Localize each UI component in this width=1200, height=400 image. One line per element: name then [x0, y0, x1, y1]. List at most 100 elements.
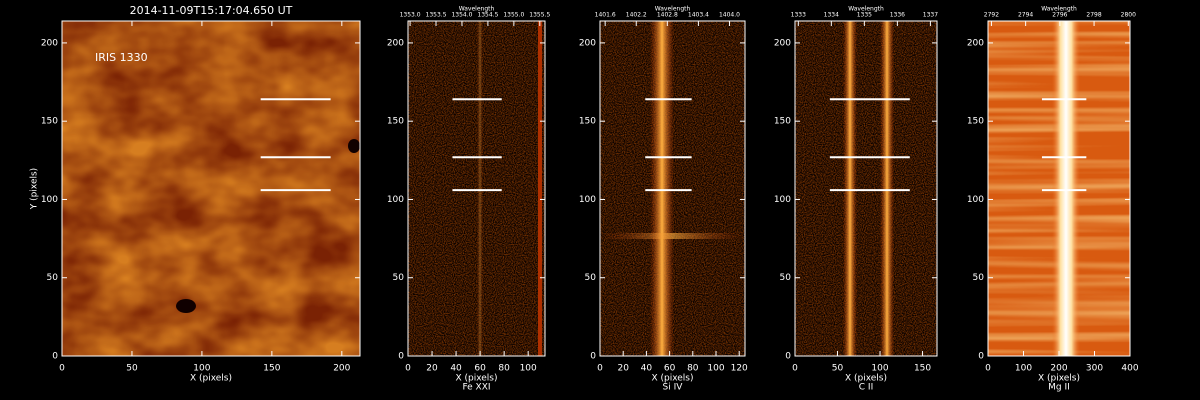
x-tick-label: 60 [474, 364, 486, 374]
x2-tick-label: 1354.5 [477, 12, 498, 19]
y-tick-label: 0 [785, 352, 791, 362]
x2-tick-label: 1337 [923, 12, 938, 19]
x2-tick-label: 1335 [857, 12, 872, 19]
x-axis-label: X (pixels) [190, 374, 232, 384]
x-tick-label: 100 [871, 364, 888, 374]
y-tick-label: 50 [780, 273, 792, 283]
x-tick-label: 200 [333, 364, 350, 374]
x-tick-label: 20 [617, 364, 629, 374]
panel: 0 50 100 150 200 0 20 40 60 80 100 120 1401.6 1402.2 1… [579, 6, 748, 393]
y-tick-label: 0 [590, 352, 596, 362]
line-label: Si IV [663, 383, 684, 393]
x2-tick-label: 2798 [1086, 12, 1101, 19]
x-tick-label: 80 [498, 364, 510, 374]
x-tick-label: 50 [832, 364, 844, 374]
x2-tick-label: 1334 [824, 12, 839, 19]
x-tick-label: 300 [1086, 364, 1103, 374]
plot-frame [794, 20, 938, 357]
x-tick-label: 40 [641, 364, 653, 374]
x-tick-label: 80 [687, 364, 699, 374]
x-tick-label: 0 [985, 364, 991, 374]
x-tick-label: 0 [792, 364, 798, 374]
y-tick-label: 150 [41, 117, 58, 127]
y-tick-label: 150 [579, 117, 596, 127]
x-axis-label: X (pixels) [1038, 374, 1080, 384]
y-tick-label: 0 [52, 352, 58, 362]
y-tick-label: 200 [387, 38, 404, 48]
y-tick-label: 100 [967, 195, 984, 205]
x2-axis-label: Wavelength [848, 6, 884, 13]
x2-tick-label: 1353.0 [400, 12, 421, 19]
x-tick-label: 100 [707, 364, 724, 374]
x-tick-label: 400 [1121, 364, 1138, 374]
panel: 0 50 100 150 200 0 20 40 60 80 100 1353.0 1353.5 1354… [387, 6, 551, 393]
x-tick-label: 0 [59, 364, 65, 374]
x2-axis-label: Wavelength [655, 6, 691, 13]
x2-tick-label: 1355.5 [529, 12, 550, 19]
image-texture [408, 21, 545, 356]
y-tick-label: 50 [585, 273, 597, 283]
x2-axis-label: Wavelength [459, 6, 495, 13]
x-tick-label: 150 [263, 364, 280, 374]
y-tick-label: 200 [774, 38, 791, 48]
y-tick-label: 50 [393, 273, 405, 283]
plot-frame [61, 20, 361, 357]
x2-tick-label: 2800 [1121, 12, 1136, 19]
panel: 0 50 100 150 200 0 50 100 150 1333 1334 1335 1336 133… [774, 6, 938, 393]
plot-frame [599, 20, 746, 357]
x2-tick-label: 1404.0 [719, 12, 740, 19]
x-axis-label: X (pixels) [455, 374, 497, 384]
x2-tick-label: 1402.2 [626, 12, 647, 19]
x2-tick-label: 1354.0 [451, 12, 472, 19]
y-tick-label: 50 [47, 273, 59, 283]
x-tick-label: 150 [914, 364, 931, 374]
y-tick-label: 150 [774, 117, 791, 127]
emission-line [880, 21, 894, 356]
y-tick-label: 0 [398, 352, 404, 362]
x2-tick-label: 1353.5 [426, 12, 447, 19]
annotation: IRIS 1330 [95, 51, 148, 64]
line-label: Fe XXI [462, 383, 490, 393]
panel-title: 2014-11-09T15:17:04.650 UT [130, 4, 293, 17]
y-tick-label: 50 [973, 273, 985, 283]
x-tick-label: 50 [126, 364, 138, 374]
x-tick-label: 100 [193, 364, 210, 374]
x2-tick-label: 1355.0 [503, 12, 524, 19]
y-tick-label: 100 [387, 195, 404, 205]
x2-tick-label: 1403.4 [688, 12, 709, 19]
x2-tick-label: 1333 [791, 12, 806, 19]
x2-tick-label: 1401.6 [595, 12, 616, 19]
x-tick-label: 20 [426, 364, 438, 374]
panel: 0 50 100 150 200 0 50 100 150 200 X (pixels) Y (pix… [30, 4, 361, 384]
image-texture [795, 21, 937, 356]
panel: 0 50 100 150 200 0 100 200 300 400 2792 2794 2796 279… [967, 6, 1139, 393]
x-axis-label: X (pixels) [651, 374, 693, 384]
emission-line [843, 21, 857, 356]
emission-band [600, 233, 745, 239]
x2-tick-label: 2794 [1018, 12, 1033, 19]
line-label: C II [859, 383, 873, 393]
y-tick-label: 150 [967, 117, 984, 127]
x-tick-label: 200 [1050, 364, 1067, 374]
y-tick-label: 0 [978, 352, 984, 362]
y-axis-label: Y (pixels) [30, 168, 40, 210]
x-tick-label: 100 [520, 364, 537, 374]
y-tick-label: 100 [41, 195, 58, 205]
plot-frame [407, 20, 546, 357]
dark-spot [348, 139, 360, 153]
x-tick-label: 0 [405, 364, 411, 374]
x-tick-label: 0 [597, 364, 603, 374]
x-tick-label: 40 [450, 364, 462, 374]
y-tick-label: 200 [967, 38, 984, 48]
x2-tick-label: 1402.8 [657, 12, 678, 19]
emission-line [1052, 21, 1080, 356]
y-tick-label: 200 [579, 38, 596, 48]
x-axis-label: X (pixels) [845, 374, 887, 384]
image-texture [62, 21, 360, 356]
emission-line [477, 21, 483, 356]
y-tick-label: 100 [579, 195, 596, 205]
x-tick-label: 60 [664, 364, 676, 374]
y-tick-label: 200 [41, 38, 58, 48]
x-tick-label: 100 [1015, 364, 1032, 374]
